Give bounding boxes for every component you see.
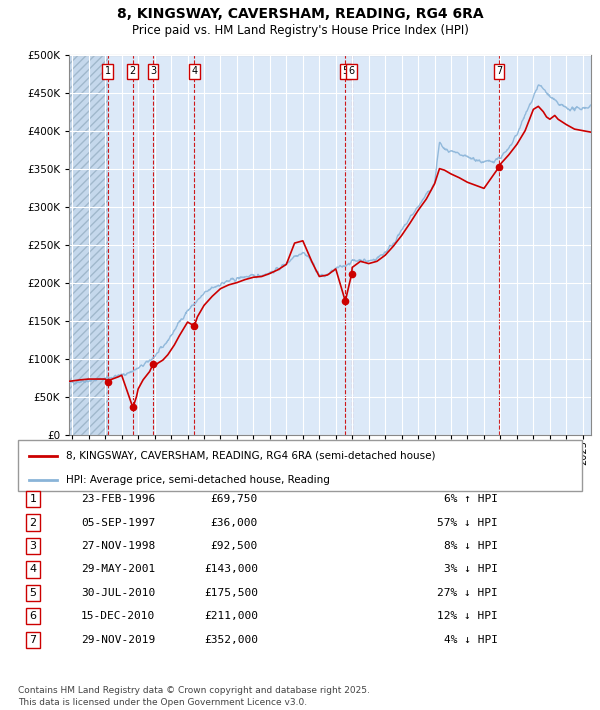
Text: 3: 3 — [150, 66, 156, 77]
Text: 2: 2 — [130, 66, 136, 77]
Text: 29-MAY-2001: 29-MAY-2001 — [81, 564, 155, 574]
Text: 29-NOV-2019: 29-NOV-2019 — [81, 635, 155, 645]
Text: 4: 4 — [191, 66, 197, 77]
Text: 6: 6 — [349, 66, 355, 77]
Text: £175,500: £175,500 — [204, 588, 258, 598]
Text: 7: 7 — [29, 635, 37, 645]
Text: 27-NOV-1998: 27-NOV-1998 — [81, 541, 155, 551]
Text: 27% ↓ HPI: 27% ↓ HPI — [437, 588, 498, 598]
Text: 05-SEP-1997: 05-SEP-1997 — [81, 518, 155, 528]
Text: 6: 6 — [29, 611, 37, 621]
Text: 3% ↓ HPI: 3% ↓ HPI — [444, 564, 498, 574]
Text: 2: 2 — [29, 518, 37, 528]
Text: £69,750: £69,750 — [211, 494, 258, 504]
Text: 5: 5 — [29, 588, 37, 598]
Text: 15-DEC-2010: 15-DEC-2010 — [81, 611, 155, 621]
Text: 23-FEB-1996: 23-FEB-1996 — [81, 494, 155, 504]
Text: 1: 1 — [29, 494, 37, 504]
Text: Contains HM Land Registry data © Crown copyright and database right 2025.
This d: Contains HM Land Registry data © Crown c… — [18, 687, 370, 707]
Text: £92,500: £92,500 — [211, 541, 258, 551]
Text: 8, KINGSWAY, CAVERSHAM, READING, RG4 6RA: 8, KINGSWAY, CAVERSHAM, READING, RG4 6RA — [116, 7, 484, 21]
Text: 8, KINGSWAY, CAVERSHAM, READING, RG4 6RA (semi-detached house): 8, KINGSWAY, CAVERSHAM, READING, RG4 6RA… — [66, 451, 436, 461]
Text: 4% ↓ HPI: 4% ↓ HPI — [444, 635, 498, 645]
Text: HPI: Average price, semi-detached house, Reading: HPI: Average price, semi-detached house,… — [66, 475, 330, 485]
Text: 7: 7 — [496, 66, 502, 77]
Text: 12% ↓ HPI: 12% ↓ HPI — [437, 611, 498, 621]
Text: £36,000: £36,000 — [211, 518, 258, 528]
Text: 5: 5 — [342, 66, 349, 77]
Text: £143,000: £143,000 — [204, 564, 258, 574]
Text: 3: 3 — [29, 541, 37, 551]
Text: 1: 1 — [104, 66, 110, 77]
Text: 30-JUL-2010: 30-JUL-2010 — [81, 588, 155, 598]
Text: 57% ↓ HPI: 57% ↓ HPI — [437, 518, 498, 528]
Text: £352,000: £352,000 — [204, 635, 258, 645]
Text: 8% ↓ HPI: 8% ↓ HPI — [444, 541, 498, 551]
Text: 4: 4 — [29, 564, 37, 574]
Text: 6% ↑ HPI: 6% ↑ HPI — [444, 494, 498, 504]
Text: Price paid vs. HM Land Registry's House Price Index (HPI): Price paid vs. HM Land Registry's House … — [131, 24, 469, 37]
Text: £211,000: £211,000 — [204, 611, 258, 621]
